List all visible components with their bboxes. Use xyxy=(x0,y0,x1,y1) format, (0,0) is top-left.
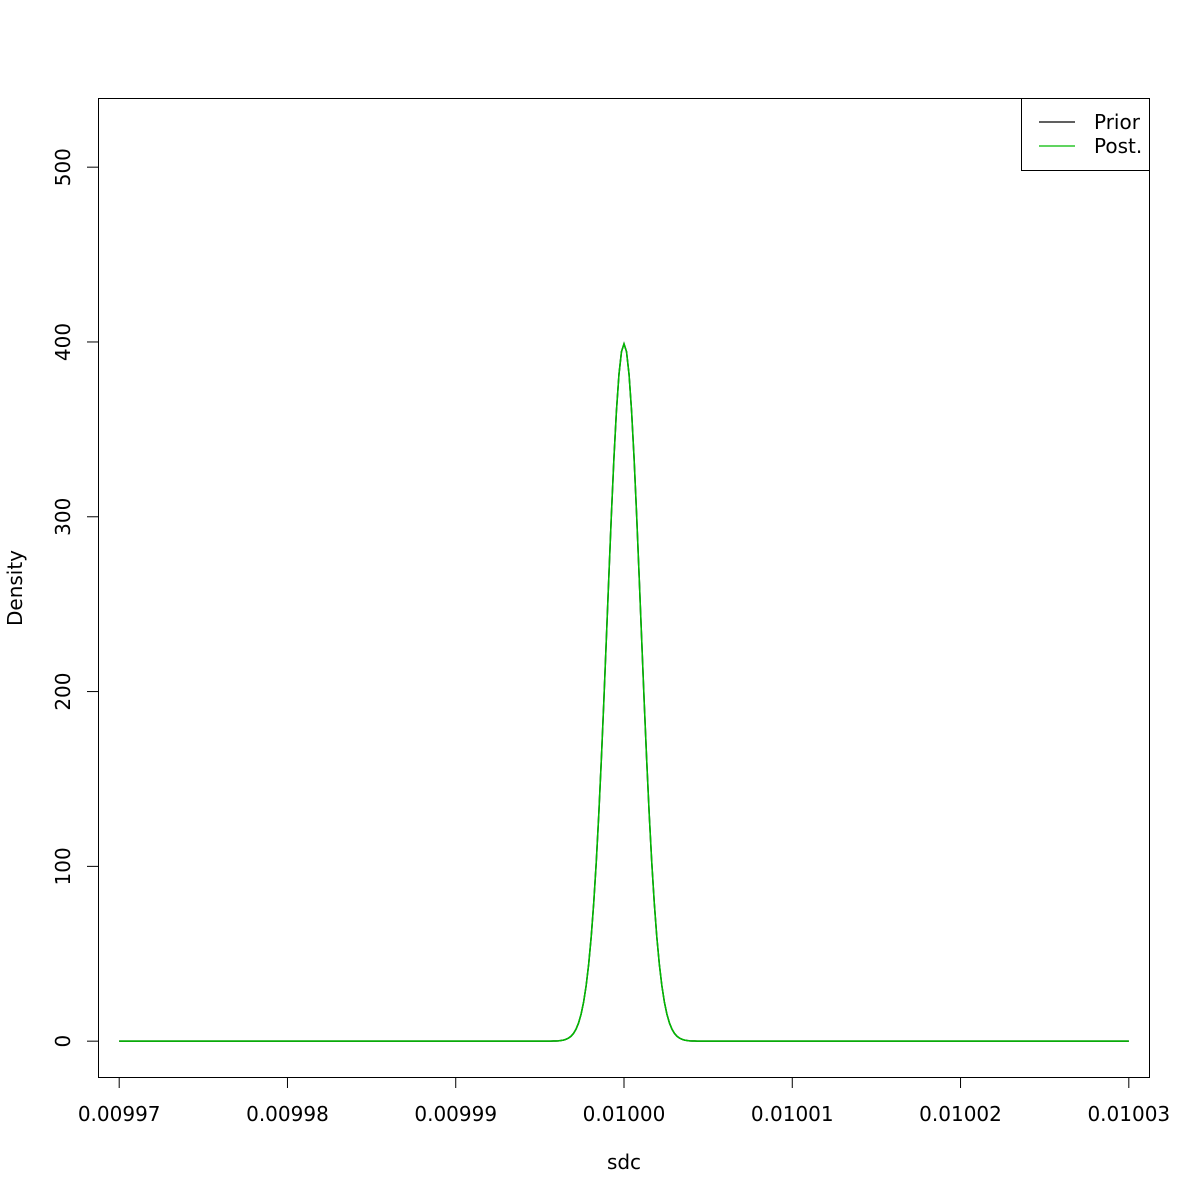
x-tick-label: 0.00999 xyxy=(414,1102,497,1126)
legend-label-prior: Prior xyxy=(1094,110,1141,134)
x-axis-label: sdc xyxy=(607,1150,641,1174)
plot-frame xyxy=(98,98,1150,1078)
series-line-prior xyxy=(119,341,1129,1042)
y-tick-label: 0 xyxy=(51,1035,75,1048)
y-tick-label: 400 xyxy=(51,323,75,361)
x-tick-label: 0.01002 xyxy=(919,1102,1002,1126)
x-tick-label: 0.01001 xyxy=(751,1102,834,1126)
y-axis: 0 100 200 300 400 500 xyxy=(51,148,99,1048)
legend-label-post: Post. xyxy=(1094,134,1142,158)
series-line-post xyxy=(119,341,1129,1042)
series-layer xyxy=(119,341,1129,1042)
x-tick-label: 0.00997 xyxy=(78,1102,161,1126)
legend: Prior Post. xyxy=(1021,98,1150,171)
y-tick-label: 100 xyxy=(51,847,75,885)
x-tick-label: 0.01003 xyxy=(1087,1102,1170,1126)
y-tick-label: 500 xyxy=(51,148,75,186)
x-axis: 0.00997 0.00998 0.00999 0.01000 0.01001 0.010… xyxy=(78,1077,1170,1126)
x-tick-label: 0.00998 xyxy=(246,1102,329,1126)
y-tick-label: 300 xyxy=(51,498,75,536)
x-tick-label: 0.01000 xyxy=(583,1102,666,1126)
legend-box xyxy=(1021,98,1150,171)
y-axis-label: Density xyxy=(3,550,27,626)
y-tick-label: 200 xyxy=(51,672,75,710)
